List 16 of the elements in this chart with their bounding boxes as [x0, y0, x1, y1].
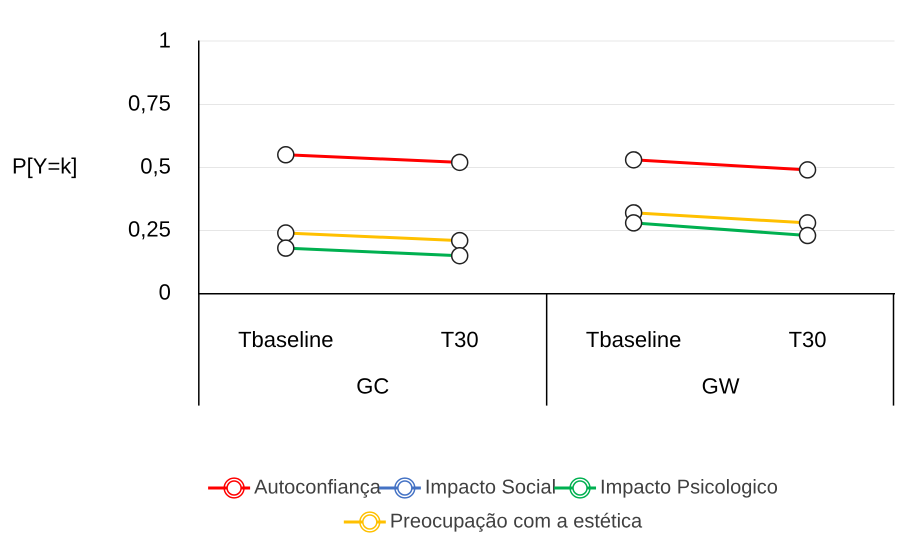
legend-label: Autoconfiança: [254, 476, 382, 499]
text: GC: [356, 374, 390, 399]
text: GW: [702, 374, 740, 399]
y-tick-label: 0,5: [140, 153, 171, 178]
x-tick-label: Tbaseline: [238, 326, 334, 352]
legend-label: Preocupação com a estética: [390, 510, 644, 533]
y-tick-label: 1: [158, 27, 171, 52]
y-tick-label: 0: [158, 280, 171, 305]
legend-label: Impacto Psicologico: [600, 476, 778, 499]
legend-label: Impacto Social: [424, 476, 556, 499]
y-axis-title: P[Y=k]: [12, 153, 78, 178]
y-tick-label: 0,25: [128, 216, 171, 242]
x-tick-label: Tbaseline: [586, 326, 682, 352]
x-tick-label: T30: [788, 326, 826, 352]
x-tick-label: T30: [440, 326, 479, 352]
y-tick-label: 0,75: [128, 90, 171, 116]
